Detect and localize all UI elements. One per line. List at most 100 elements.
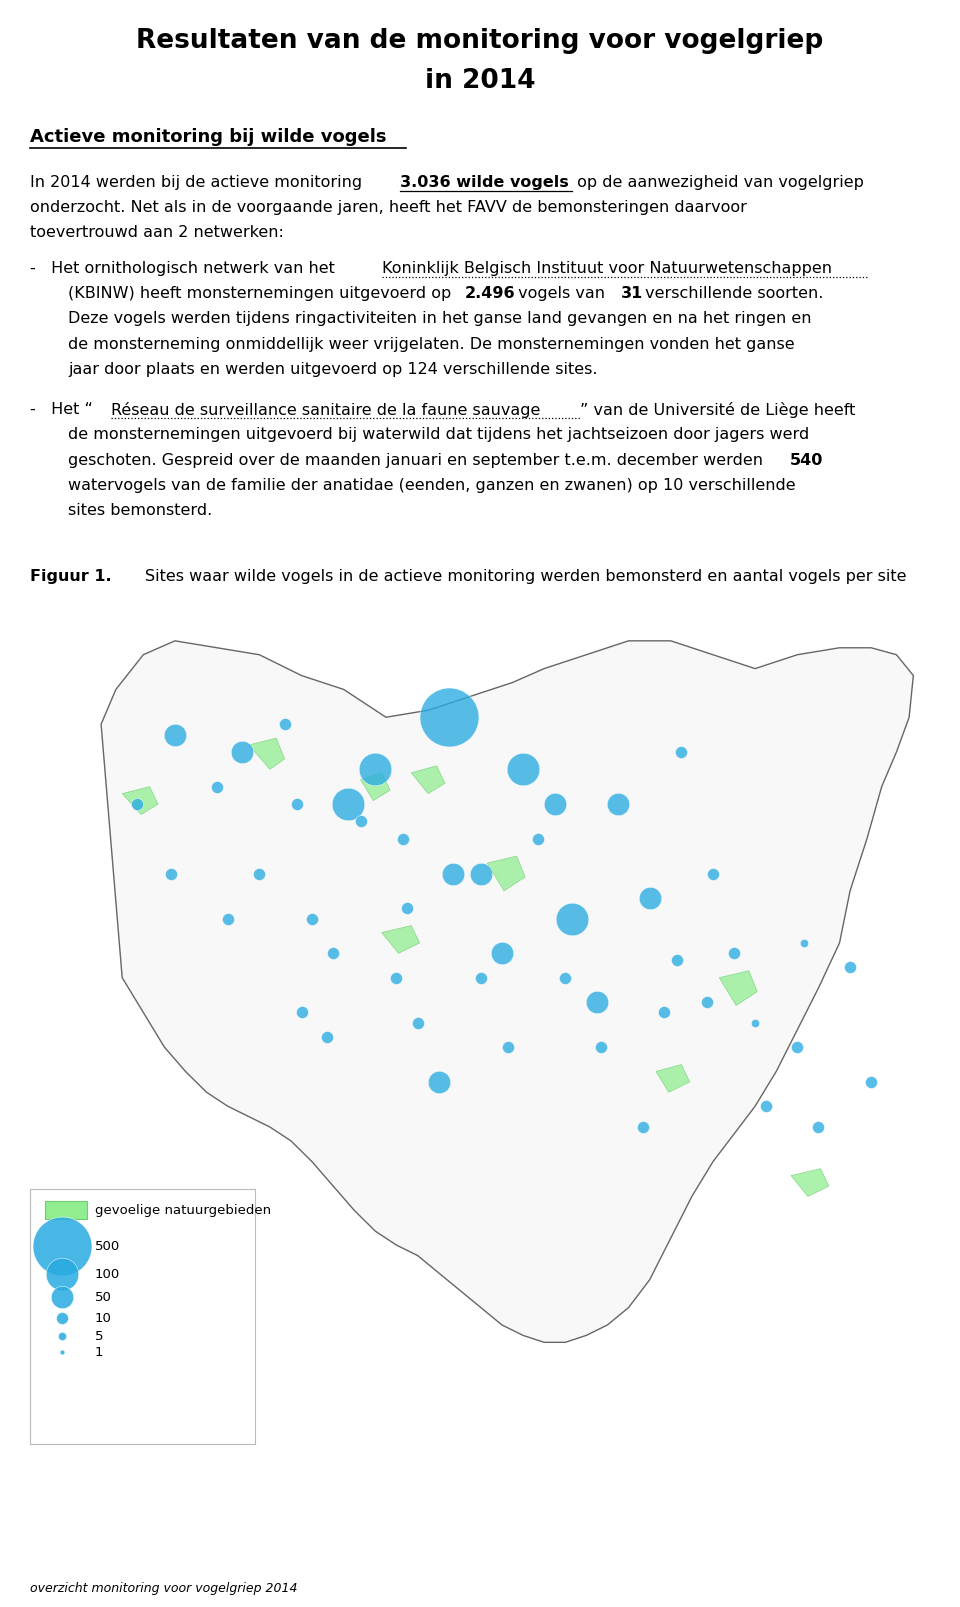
Point xyxy=(727,942,742,967)
Polygon shape xyxy=(101,641,913,1342)
Point xyxy=(657,1000,672,1025)
Text: gevoelige natuurgebieden: gevoelige natuurgebieden xyxy=(95,1204,271,1216)
Text: in 2014: in 2014 xyxy=(424,67,536,93)
Point xyxy=(564,906,579,932)
Point xyxy=(290,792,305,818)
Text: 540: 540 xyxy=(790,452,824,468)
Point xyxy=(220,906,235,932)
Point xyxy=(674,739,689,765)
Text: ” van de Université de Liège heeft: ” van de Université de Liège heeft xyxy=(581,402,856,418)
Text: Sites waar wilde vogels in de actieve monitoring werden bemonsterd en aantal vog: Sites waar wilde vogels in de actieve mo… xyxy=(145,569,906,583)
Point xyxy=(252,861,267,887)
Point xyxy=(340,792,355,818)
Point xyxy=(396,826,411,852)
Polygon shape xyxy=(411,767,445,794)
Text: de monsterneming onmiddellijk weer vrijgelaten. De monsternemingen vonden het ga: de monsterneming onmiddellijk weer vrijg… xyxy=(68,336,795,352)
Polygon shape xyxy=(361,773,390,800)
Point xyxy=(500,1035,516,1061)
Point xyxy=(294,1000,309,1025)
Point xyxy=(399,895,415,921)
Point xyxy=(163,861,179,887)
Point xyxy=(167,722,182,747)
Polygon shape xyxy=(122,787,158,815)
Bar xyxy=(45,1202,87,1220)
Text: Deze vogels werden tijdens ringactiviteiten in het ganse land gevangen en na het: Deze vogels werden tijdens ringactivitei… xyxy=(68,312,811,326)
Point xyxy=(842,955,857,980)
Polygon shape xyxy=(487,857,525,892)
Point xyxy=(516,757,531,783)
Text: onderzocht. Net als in de voorgaande jaren, heeft het FAVV de bemonsteringen daa: onderzocht. Net als in de voorgaande jar… xyxy=(30,201,747,215)
Point xyxy=(55,1284,70,1310)
Point xyxy=(368,757,383,783)
Point xyxy=(55,1323,70,1348)
Text: de monsternemingen uitgevoerd bij waterwild dat tijdens het jachtseizoen door ja: de monsternemingen uitgevoerd bij waterw… xyxy=(68,427,809,442)
Text: watervogels van de familie der anatidae (eenden, ganzen en zwanen) op 10 verschi: watervogels van de familie der anatidae … xyxy=(68,477,796,492)
Point xyxy=(55,1339,70,1364)
Point xyxy=(758,1094,774,1120)
Text: 31: 31 xyxy=(621,286,643,301)
Point xyxy=(353,808,369,834)
Text: 10: 10 xyxy=(95,1311,112,1324)
Point xyxy=(410,1011,425,1037)
Text: vogels van: vogels van xyxy=(513,286,611,301)
Point xyxy=(706,861,721,887)
Point xyxy=(642,885,658,911)
Point xyxy=(473,861,489,887)
Text: 500: 500 xyxy=(95,1239,120,1253)
Point xyxy=(431,1069,446,1094)
Text: verschillende soorten.: verschillende soorten. xyxy=(640,286,824,301)
Text: Figuur 1.: Figuur 1. xyxy=(30,569,129,583)
Point xyxy=(611,792,626,818)
Point xyxy=(589,990,605,1016)
Text: geschoten. Gespreid over de maanden januari en september t.e.m. december werden: geschoten. Gespreid over de maanden janu… xyxy=(68,452,768,468)
Text: 3.036 wilde vogels: 3.036 wilde vogels xyxy=(400,175,568,190)
Point xyxy=(55,1305,70,1331)
Point xyxy=(209,775,225,800)
Point xyxy=(389,966,404,992)
Text: 50: 50 xyxy=(95,1290,112,1303)
Text: Actieve monitoring bij wilde vogels: Actieve monitoring bij wilde vogels xyxy=(30,129,387,146)
Polygon shape xyxy=(719,971,757,1006)
Polygon shape xyxy=(791,1168,829,1197)
Text: 100: 100 xyxy=(95,1268,120,1281)
Point xyxy=(558,966,573,992)
Text: 2.496: 2.496 xyxy=(465,286,516,301)
Point xyxy=(636,1115,651,1141)
Text: op de aanwezigheid van vogelgriep: op de aanwezigheid van vogelgriep xyxy=(572,175,864,190)
Point xyxy=(593,1035,609,1061)
Text: 5: 5 xyxy=(95,1329,104,1343)
Point xyxy=(55,1261,70,1287)
Polygon shape xyxy=(382,926,420,955)
Point xyxy=(547,792,563,818)
Point xyxy=(55,1233,70,1258)
Point xyxy=(319,1024,334,1049)
Point xyxy=(473,966,489,992)
Point xyxy=(325,942,341,967)
Text: -   Het ornithologisch netwerk van het: - Het ornithologisch netwerk van het xyxy=(30,260,340,276)
Text: sites bemonsterd.: sites bemonsterd. xyxy=(68,503,212,517)
Point xyxy=(130,792,145,818)
Polygon shape xyxy=(656,1065,689,1093)
Polygon shape xyxy=(249,739,285,770)
Point xyxy=(277,712,293,738)
Point xyxy=(863,1069,878,1094)
Text: (KBINW) heeft monsternemingen uitgevoerd op: (KBINW) heeft monsternemingen uitgevoerd… xyxy=(68,286,456,301)
Text: In 2014 werden bij de actieve monitoring: In 2014 werden bij de actieve monitoring xyxy=(30,175,368,190)
Text: -   Het “: - Het “ xyxy=(30,402,93,416)
Point xyxy=(811,1115,827,1141)
Point xyxy=(445,861,461,887)
Text: jaar door plaats en werden uitgevoerd op 124 verschillende sites.: jaar door plaats en werden uitgevoerd op… xyxy=(68,362,597,376)
Point xyxy=(796,930,811,956)
Text: toevertrouwd aan 2 netwerken:: toevertrouwd aan 2 netwerken: xyxy=(30,225,284,241)
Point xyxy=(699,990,714,1016)
Point xyxy=(790,1035,805,1061)
Point xyxy=(530,826,545,852)
Text: 1: 1 xyxy=(95,1345,104,1358)
Text: Réseau de surveillance sanitaire de la faune sauvage: Réseau de surveillance sanitaire de la f… xyxy=(111,402,540,418)
Point xyxy=(748,1011,763,1037)
Text: overzicht monitoring voor vogelgriep 2014: overzicht monitoring voor vogelgriep 201… xyxy=(30,1581,298,1594)
Point xyxy=(235,739,251,765)
Text: Koninklijk Belgisch Instituut voor Natuurwetenschappen: Koninklijk Belgisch Instituut voor Natuu… xyxy=(382,260,832,276)
Point xyxy=(669,948,684,974)
Point xyxy=(442,705,457,731)
